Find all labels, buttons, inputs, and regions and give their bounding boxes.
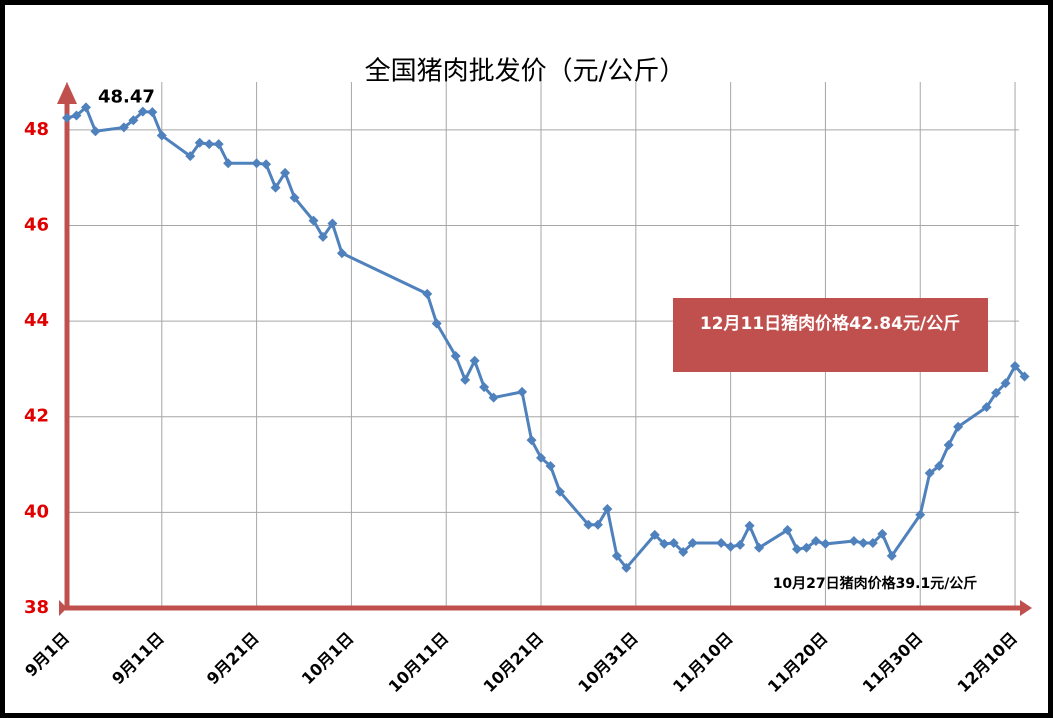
marker xyxy=(583,519,594,530)
marker xyxy=(687,537,698,548)
y-tick-label: 46 xyxy=(24,214,49,235)
marker xyxy=(62,112,72,123)
marker xyxy=(725,541,736,552)
marker xyxy=(621,562,632,573)
marker xyxy=(678,547,689,558)
marker xyxy=(848,536,859,547)
marker xyxy=(820,538,831,549)
marker xyxy=(867,537,878,548)
marker xyxy=(1010,361,1021,372)
annotation-box xyxy=(673,298,988,372)
marker xyxy=(289,192,300,203)
chart-title: 全国猪肉批发价（元/公斤） xyxy=(365,57,686,87)
marker xyxy=(90,126,101,137)
marker xyxy=(194,137,205,148)
marker xyxy=(754,542,765,553)
marker xyxy=(668,537,679,548)
marker xyxy=(735,539,746,550)
marker xyxy=(810,536,821,547)
marker xyxy=(934,460,945,471)
y-tick-label: 42 xyxy=(24,406,49,427)
marker xyxy=(128,115,139,126)
marker xyxy=(517,386,528,397)
marker xyxy=(488,392,499,403)
marker xyxy=(118,122,129,133)
marker xyxy=(185,151,196,162)
marker xyxy=(204,139,215,150)
marker xyxy=(1000,378,1011,389)
marker xyxy=(602,504,613,515)
marker xyxy=(858,537,869,548)
data-label: 48.47 xyxy=(98,86,155,107)
marker xyxy=(327,218,338,229)
y-tick-label: 48 xyxy=(24,119,49,140)
marker xyxy=(308,215,319,226)
marker xyxy=(147,107,158,118)
marker xyxy=(156,130,167,141)
marker xyxy=(261,159,272,170)
marker xyxy=(991,387,1002,398)
y-axis-foot xyxy=(59,600,67,616)
marker xyxy=(659,538,670,549)
marker xyxy=(744,520,755,531)
marker xyxy=(270,182,281,193)
marker xyxy=(611,550,622,561)
marker xyxy=(460,374,471,385)
marker xyxy=(137,106,148,117)
marker xyxy=(213,139,224,150)
marker xyxy=(479,382,490,393)
marker xyxy=(953,421,964,432)
marker xyxy=(716,537,727,548)
marker xyxy=(981,402,992,413)
marker xyxy=(1019,371,1030,382)
marker xyxy=(545,460,556,471)
marker xyxy=(554,486,565,497)
marker xyxy=(336,248,347,259)
annotation: 10月27日猪肉价格39.1元/公斤 xyxy=(773,575,978,592)
marker xyxy=(536,452,547,463)
marker xyxy=(801,542,812,553)
marker xyxy=(280,167,291,178)
y-tick-label: 40 xyxy=(24,501,49,522)
marker xyxy=(924,468,935,479)
marker xyxy=(791,544,802,555)
y-tick-label: 38 xyxy=(24,597,49,618)
marker xyxy=(877,528,888,539)
marker xyxy=(649,529,660,540)
marker xyxy=(80,102,91,113)
marker xyxy=(526,435,537,446)
marker xyxy=(71,110,82,121)
marker xyxy=(422,288,433,299)
annotation: 12月11日猪肉价格42.84元/公斤 xyxy=(700,313,960,334)
marker xyxy=(450,350,461,361)
marker xyxy=(782,525,793,536)
y-axis-arrow xyxy=(57,82,77,104)
marker xyxy=(223,158,234,169)
x-axis-arrow xyxy=(1020,600,1032,616)
marker xyxy=(943,439,954,450)
marker xyxy=(251,158,262,169)
marker xyxy=(915,509,926,520)
marker xyxy=(431,318,442,329)
y-tick-label: 44 xyxy=(24,310,49,331)
marker xyxy=(886,550,897,561)
marker xyxy=(592,519,603,530)
marker xyxy=(317,231,328,242)
marker xyxy=(469,355,480,366)
